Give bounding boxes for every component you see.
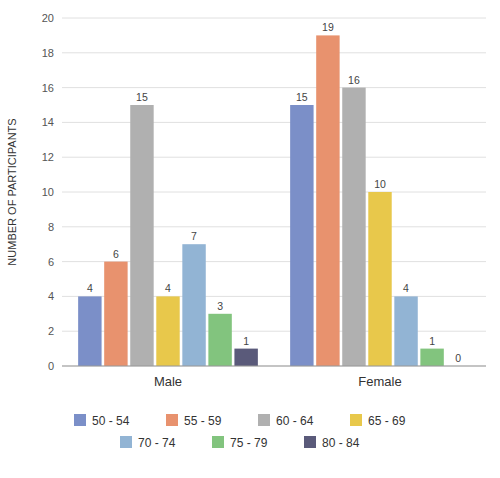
bars	[78, 35, 444, 366]
bar	[234, 349, 257, 366]
bar	[104, 262, 127, 366]
legend-label: 60 - 64	[276, 414, 314, 428]
legend-swatch	[304, 436, 316, 448]
y-tick-label: 12	[42, 151, 54, 163]
legend-swatch	[258, 414, 270, 426]
y-tick-label: 0	[48, 360, 54, 372]
grid-line	[62, 226, 486, 227]
legend-label: 65 - 69	[368, 414, 406, 428]
legend-label: 70 - 74	[138, 436, 176, 450]
data-label: 15	[136, 91, 148, 103]
bar	[130, 105, 153, 366]
grid-line	[62, 366, 486, 367]
grid	[62, 18, 486, 366]
bar	[342, 88, 365, 366]
legend-swatch	[350, 414, 362, 426]
y-tick-label: 20	[42, 12, 54, 24]
grid-line	[62, 52, 486, 53]
data-label: 16	[348, 74, 360, 86]
bar	[368, 192, 391, 366]
data-label: 10	[374, 178, 386, 190]
data-label: 6	[113, 248, 119, 260]
legend-label: 55 - 59	[184, 414, 222, 428]
data-label: 4	[87, 282, 93, 294]
grid-line	[62, 157, 486, 158]
y-tick-label: 4	[48, 290, 54, 302]
legend-swatch	[212, 436, 224, 448]
y-tick-label: 2	[48, 325, 54, 337]
bar	[156, 296, 179, 366]
legend-label: 50 - 54	[92, 414, 130, 428]
y-tick-label: 10	[42, 186, 54, 198]
data-label: 1	[243, 335, 249, 347]
y-tick-label: 16	[42, 82, 54, 94]
y-tick-label: 18	[42, 47, 54, 59]
bar	[394, 296, 417, 366]
data-label: 7	[191, 230, 197, 242]
bar	[420, 349, 443, 366]
legend: 50 - 54 55 - 59 60 - 64 65 - 69 70 - 74 75 - …	[74, 414, 406, 450]
y-tick-label: 8	[48, 221, 54, 233]
bar	[182, 244, 205, 366]
bar	[208, 314, 231, 366]
chart: 02468101214161820NUMBER OF PARTICIPANTS4…	[0, 0, 500, 478]
data-label: 3	[217, 300, 223, 312]
bar	[316, 35, 339, 366]
legend-label: 75 - 79	[230, 436, 268, 450]
bar	[78, 296, 101, 366]
legend-swatch	[120, 436, 132, 448]
data-label: 19	[322, 21, 334, 33]
data-label: 15	[296, 91, 308, 103]
grid-line	[62, 192, 486, 193]
grid-line	[62, 122, 486, 123]
grid-line	[62, 18, 486, 19]
grid-line	[62, 87, 486, 88]
y-axis-label: NUMBER OF PARTICIPANTS	[6, 118, 18, 265]
data-label: 4	[403, 282, 409, 294]
legend-swatch	[166, 414, 178, 426]
x-tick-label: Female	[358, 374, 401, 389]
x-axis-line	[62, 366, 486, 367]
data-label: 1	[429, 335, 435, 347]
data-label: 0	[455, 352, 461, 364]
legend-label: 80 - 84	[322, 436, 360, 450]
x-tick-label: Male	[154, 374, 182, 389]
data-labels: 4156191516410743110	[87, 21, 461, 364]
y-tick-label: 14	[42, 116, 54, 128]
bar	[290, 105, 313, 366]
y-tick-label: 6	[48, 256, 54, 268]
data-label: 4	[165, 282, 171, 294]
legend-swatch	[74, 414, 86, 426]
